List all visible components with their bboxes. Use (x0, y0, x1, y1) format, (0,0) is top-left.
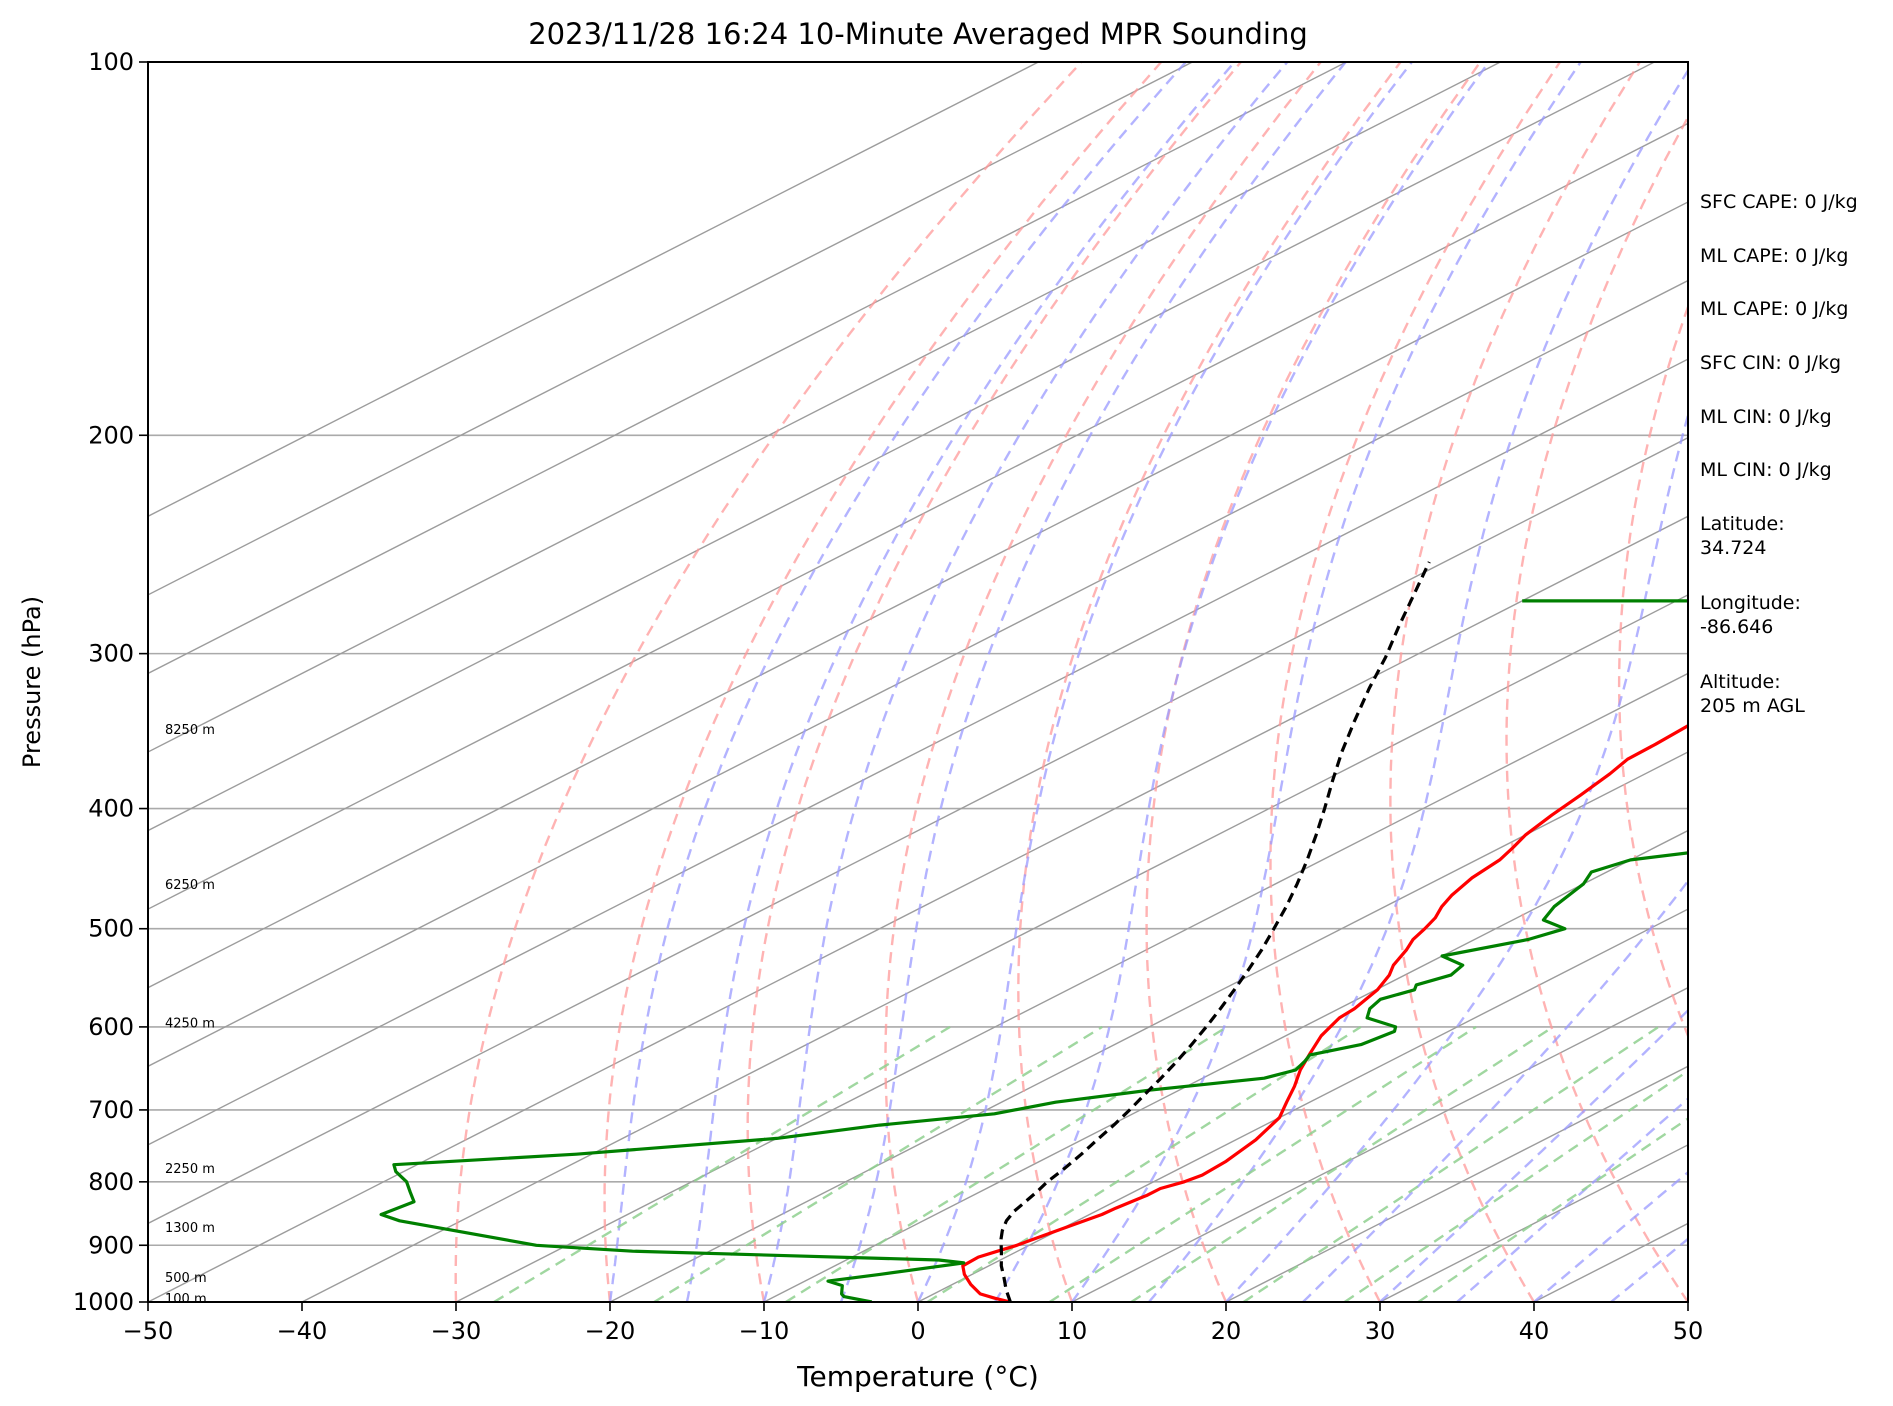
x-tick-label: −40 (277, 1317, 328, 1345)
height-label: 2250 m (165, 1162, 215, 1177)
isotherm-line (148, 201, 1688, 989)
height-label: 100 m (165, 1292, 207, 1307)
height-label: 500 m (165, 1271, 207, 1286)
chart-title: 2023/11/28 16:24 10-Minute Averaged MPR … (528, 17, 1308, 51)
y-tick-label: 100 (88, 48, 134, 76)
moist-adiabat-line (1379, 1008, 1688, 1302)
isotherm-line (148, 62, 1039, 518)
ml-cape-text-2: ML CAPE: 0 J/kg (1700, 298, 1849, 320)
dry-adiabat-line (1617, 303, 1688, 1039)
y-tick-label: 900 (88, 1231, 134, 1259)
moist-adiabat-line (762, 62, 1289, 1302)
y-tick-label: 800 (88, 1168, 134, 1196)
mixing-ratio-line (653, 1025, 1103, 1302)
x-tick-label: −30 (431, 1317, 482, 1345)
isotherm-line (609, 751, 1688, 1302)
x-tick-label: −50 (123, 1317, 174, 1345)
y-axis: 100 200 300 400 500 600 700 800 900 1000 (73, 48, 148, 1316)
y-tick-label: 1000 (73, 1288, 134, 1316)
mixing-ratio-line (1130, 1025, 1554, 1302)
isotherm-line (1225, 1065, 1688, 1302)
isotherm-line (455, 672, 1688, 1302)
x-axis-label: Temperature (°C) (796, 1360, 1039, 1393)
moist-adiabat-line (1456, 1097, 1688, 1302)
mixing-ratio-line (1242, 1025, 1660, 1302)
moist-adiabat-line (1148, 68, 1688, 1302)
ml-cin-text: ML CIN: 0 J/kg (1700, 406, 1832, 428)
longitude-text: Longitude: -86.646 (1700, 592, 1801, 638)
background-reference-lines (148, 62, 1893, 1302)
moist-adiabat-line (1533, 1170, 1688, 1302)
x-tick-label: 0 (910, 1317, 925, 1345)
x-tick-label: −20 (585, 1317, 636, 1345)
height-label: 1300 m (165, 1221, 215, 1236)
moist-adiabat-line (1225, 411, 1688, 1302)
x-tick-label: 10 (1057, 1317, 1088, 1345)
y-tick-label: 200 (88, 421, 134, 449)
isotherm-line (148, 62, 1655, 832)
isotherm-line (148, 436, 1688, 1225)
ml-cin-text-2: ML CIN: 0 J/kg (1700, 459, 1832, 481)
parcel-profile-line (999, 561, 1431, 1302)
dry-adiabat-line (454, 62, 1083, 1302)
height-labels: 100 m 500 m 1300 m 2250 m 4250 m 6250 m 8250 m (165, 723, 215, 1307)
dry-adiabat-line (1269, 62, 1562, 1302)
mixing-ratio-line (785, 1025, 1228, 1302)
moist-adiabat-line (916, 62, 1413, 1302)
height-label: 8250 m (165, 723, 215, 738)
moist-adiabat-line (685, 62, 1236, 1302)
dry-adiabat-line (1145, 62, 1482, 1302)
y-tick-label: 400 (88, 795, 134, 823)
moist-adiabat-line (993, 62, 1490, 1302)
height-label: 4250 m (165, 1016, 215, 1031)
y-tick-label: 700 (88, 1096, 134, 1124)
mixing-ratio-line (1048, 1025, 1477, 1302)
dry-adiabat-line (1017, 62, 1402, 1302)
dry-adiabat-line (1389, 62, 1641, 1302)
isotherm-line (148, 515, 1688, 1302)
temperature-profile-line (961, 723, 1688, 1302)
x-tick-label: 40 (1519, 1317, 1550, 1345)
mixing-ratio-line (1343, 1069, 1688, 1302)
y-tick-label: 500 (88, 915, 134, 943)
dry-adiabat-line (603, 62, 1163, 1302)
profile-lines (379, 561, 1688, 1302)
moist-adiabat-line (839, 62, 1347, 1302)
isotherm-line (1842, 62, 1893, 1302)
ml-cape-text: ML CAPE: 0 J/kg (1700, 245, 1849, 267)
height-label: 6250 m (165, 878, 215, 893)
dry-adiabat-line (884, 62, 1322, 1302)
sfc-cin-text: SFC CIN: 0 J/kg (1700, 352, 1842, 374)
altitude-text: Altitude: 205 m AGL (1700, 671, 1805, 717)
moist-adiabat-line (1071, 62, 1582, 1302)
isotherm-line (1071, 986, 1688, 1302)
isotherm-line (148, 358, 1688, 1146)
x-tick-label: 20 (1211, 1317, 1242, 1345)
latitude-text: Latitude: 34.724 (1700, 513, 1785, 559)
x-tick-label: 50 (1673, 1317, 1704, 1345)
isotherm-line (301, 594, 1688, 1302)
isotherm-line (763, 829, 1688, 1302)
y-tick-label: 600 (88, 1013, 134, 1041)
mixing-ratio-line (926, 1025, 1362, 1302)
moist-adiabat-line (608, 62, 1187, 1302)
y-tick-label: 300 (88, 640, 134, 668)
isotherm-line (148, 279, 1688, 1068)
isotherm-line (148, 62, 1347, 675)
isotherm-line (148, 62, 1501, 753)
dewpoint-profile-line (379, 599, 1688, 1302)
isotherm-line (917, 908, 1688, 1302)
y-axis-label: Pressure (hPa) (18, 596, 46, 768)
x-tick-label: −10 (739, 1317, 790, 1345)
isotherm-line (148, 122, 1688, 910)
mixing-ratio-line (1417, 1117, 1688, 1302)
sfc-cape-text: SFC CAPE: 0 J/kg (1700, 191, 1858, 213)
isotherm-line (148, 62, 1193, 596)
x-axis: −50 −40 −30 −20 −10 0 10 20 30 40 50 (123, 1302, 1704, 1345)
x-tick-label: 30 (1365, 1317, 1396, 1345)
